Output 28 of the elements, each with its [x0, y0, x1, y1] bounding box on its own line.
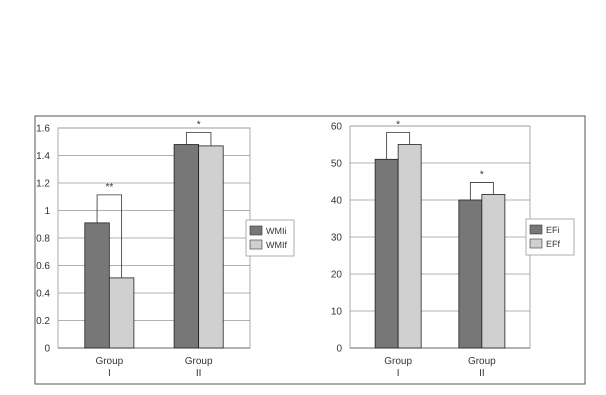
- y-tick-label: 1: [44, 206, 50, 217]
- y-tick-label: 20: [330, 270, 342, 280]
- y-tick-label: 0: [44, 344, 50, 354]
- y-tick-label: 0.8: [36, 234, 50, 244]
- legend-label: WMIf: [266, 240, 288, 250]
- x-tick-label: Group I: [95, 356, 124, 379]
- annotation: *: [396, 120, 400, 130]
- y-tick-label: 1.4: [36, 151, 50, 162]
- y-tick-label: 50: [330, 158, 342, 170]
- y-tick-label: 0: [336, 344, 342, 354]
- x-tick-label: Group I: [384, 356, 412, 379]
- y-tick-label: 0.4: [36, 288, 50, 300]
- y-tick-label: 1.6: [36, 124, 50, 134]
- y-tick-label: 30: [330, 232, 342, 244]
- legend-label: WMIi: [266, 226, 286, 236]
- y-tick-label: 0.6: [36, 261, 50, 272]
- x-tick-label: Group II: [184, 356, 213, 379]
- annotation: *: [196, 120, 201, 130]
- y-tick-label: 0.2: [36, 316, 50, 327]
- annotation: *: [480, 169, 484, 180]
- x-tick-label: Group II: [468, 356, 496, 379]
- legend-label: EFi: [546, 225, 560, 236]
- annotation: **: [105, 182, 114, 193]
- y-tick-label: 10: [330, 306, 342, 318]
- y-tick-label: 60: [330, 122, 342, 132]
- y-tick-label: 40: [330, 196, 342, 206]
- legend-label: EFf: [546, 239, 560, 250]
- y-tick-label: 1.2: [36, 178, 50, 190]
